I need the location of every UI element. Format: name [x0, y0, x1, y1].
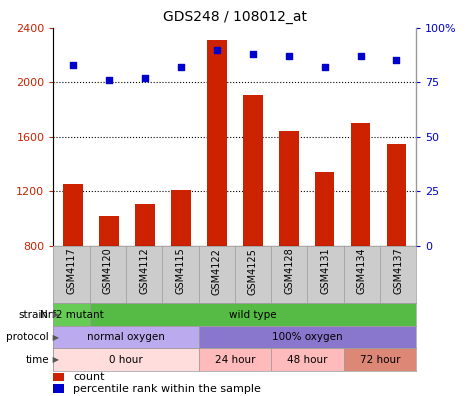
Bar [53, 373, 64, 381]
Bar [99, 216, 119, 246]
Bar [386, 144, 406, 246]
Text: GSM4120: GSM4120 [103, 248, 113, 294]
Bar [351, 123, 371, 246]
Bar [207, 40, 227, 246]
Point [141, 75, 149, 81]
Text: GSM4128: GSM4128 [284, 248, 294, 294]
Bar [271, 348, 344, 371]
Point [393, 57, 400, 64]
Point [177, 64, 185, 70]
Text: count: count [73, 372, 105, 382]
Text: GSM4137: GSM4137 [393, 248, 403, 294]
Text: Nrf2 mutant: Nrf2 mutant [40, 310, 104, 320]
Text: strain: strain [19, 310, 49, 320]
Text: 72 hour: 72 hour [359, 355, 400, 365]
Point [213, 46, 220, 53]
Text: GSM4131: GSM4131 [320, 248, 331, 294]
Text: GSM4115: GSM4115 [175, 248, 186, 294]
Text: ▶: ▶ [50, 333, 59, 342]
Point [69, 62, 77, 68]
Title: GDS248 / 108012_at: GDS248 / 108012_at [163, 10, 307, 24]
Bar [199, 348, 271, 371]
Text: GSM4117: GSM4117 [66, 248, 77, 294]
Bar [344, 348, 416, 371]
Text: 100% oxygen: 100% oxygen [272, 332, 343, 342]
Bar [279, 131, 299, 246]
Text: ▶: ▶ [50, 310, 59, 319]
Bar [63, 184, 83, 246]
Text: GSM4125: GSM4125 [248, 248, 258, 295]
Bar [315, 172, 334, 246]
Text: time: time [25, 355, 49, 365]
Text: percentile rank within the sample: percentile rank within the sample [73, 383, 261, 394]
Text: protocol: protocol [6, 332, 49, 342]
Point [249, 51, 257, 57]
Bar [53, 348, 199, 371]
Text: GSM4122: GSM4122 [212, 248, 222, 295]
Text: 0 hour: 0 hour [109, 355, 143, 365]
Bar [243, 95, 263, 246]
Bar [53, 326, 199, 348]
Bar [171, 190, 191, 246]
Text: wild type: wild type [229, 310, 277, 320]
Point [106, 77, 113, 83]
Point [285, 53, 292, 59]
Bar [135, 204, 155, 246]
Text: GSM4134: GSM4134 [357, 248, 367, 294]
Text: normal oxygen: normal oxygen [87, 332, 165, 342]
Point [357, 53, 364, 59]
Text: 24 hour: 24 hour [214, 355, 255, 365]
Text: GSM4112: GSM4112 [139, 248, 149, 294]
Bar [53, 384, 64, 393]
Text: 48 hour: 48 hour [287, 355, 328, 365]
Bar [199, 326, 416, 348]
Bar [53, 303, 90, 326]
Point [321, 64, 328, 70]
Text: ▶: ▶ [50, 355, 59, 364]
